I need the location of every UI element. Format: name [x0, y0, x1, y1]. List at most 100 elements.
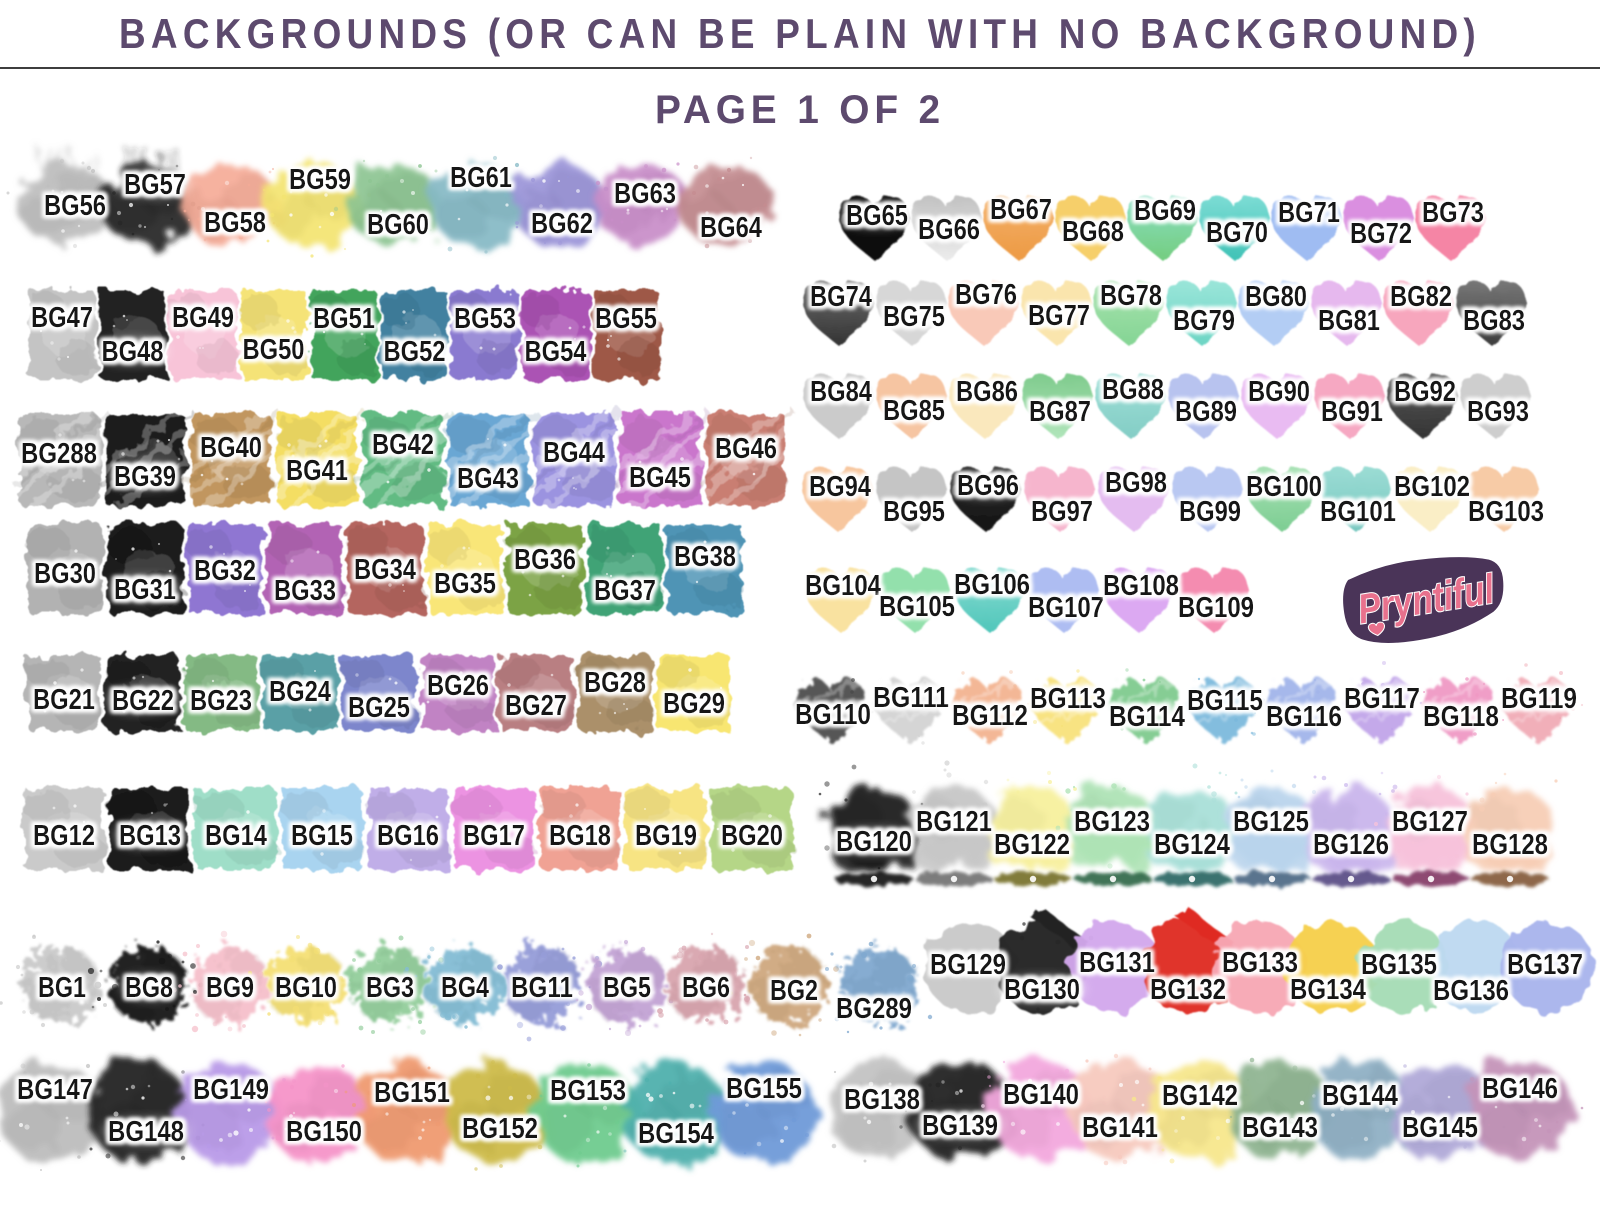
svg-text:BG106: BG106 — [954, 569, 1030, 601]
svg-text:BG8: BG8 — [125, 972, 173, 1004]
svg-text:BG51: BG51 — [313, 303, 375, 335]
svg-text:BG3: BG3 — [366, 972, 414, 1004]
svg-text:BG88: BG88 — [1102, 374, 1164, 406]
svg-text:BG69: BG69 — [1134, 195, 1196, 227]
svg-text:BG50: BG50 — [243, 334, 305, 366]
svg-text:BG21: BG21 — [33, 684, 95, 716]
svg-text:BG288: BG288 — [21, 438, 97, 470]
svg-text:BG35: BG35 — [434, 568, 496, 600]
svg-text:BG142: BG142 — [1162, 1080, 1238, 1112]
svg-text:BG113: BG113 — [1030, 683, 1106, 715]
svg-text:BG102: BG102 — [1394, 471, 1470, 503]
svg-text:BG150: BG150 — [286, 1116, 362, 1148]
svg-text:BG29: BG29 — [663, 688, 725, 720]
svg-text:BG57: BG57 — [124, 169, 186, 201]
svg-text:BG129: BG129 — [930, 949, 1006, 981]
svg-text:BG23: BG23 — [190, 685, 252, 717]
svg-text:PAGE 1 OF 2: PAGE 1 OF 2 — [655, 88, 945, 132]
svg-text:BG147: BG147 — [17, 1074, 93, 1106]
svg-text:BG115: BG115 — [1187, 685, 1263, 717]
svg-text:BG99: BG99 — [1179, 496, 1241, 528]
svg-text:BG125: BG125 — [1233, 806, 1309, 838]
svg-text:BG82: BG82 — [1390, 281, 1452, 313]
svg-text:BG134: BG134 — [1290, 974, 1366, 1006]
svg-text:BG121: BG121 — [916, 806, 992, 838]
svg-text:BG141: BG141 — [1082, 1112, 1158, 1144]
svg-text:BG41: BG41 — [286, 455, 348, 487]
svg-text:BG54: BG54 — [525, 336, 587, 368]
svg-text:BACKGROUNDS (OR CAN BE PLAIN W: BACKGROUNDS (OR CAN BE PLAIN WITH NO BAC… — [119, 10, 1481, 57]
svg-text:BG37: BG37 — [594, 575, 656, 607]
svg-text:BG133: BG133 — [1222, 947, 1298, 979]
svg-text:BG2: BG2 — [770, 975, 818, 1007]
svg-text:BG24: BG24 — [269, 676, 331, 708]
svg-text:BG71: BG71 — [1278, 197, 1340, 229]
svg-text:BG17: BG17 — [463, 820, 525, 852]
svg-text:BG26: BG26 — [427, 670, 489, 702]
svg-text:BG74: BG74 — [810, 281, 872, 313]
svg-text:BG110: BG110 — [795, 699, 871, 731]
svg-text:BG46: BG46 — [715, 433, 777, 465]
svg-text:BG80: BG80 — [1245, 281, 1307, 313]
svg-text:BG18: BG18 — [549, 820, 611, 852]
svg-text:BG73: BG73 — [1422, 197, 1484, 229]
svg-text:BG53: BG53 — [454, 303, 516, 335]
svg-text:BG42: BG42 — [372, 429, 434, 461]
svg-text:BG111: BG111 — [873, 682, 949, 714]
svg-text:BG95: BG95 — [883, 496, 945, 528]
svg-text:BG87: BG87 — [1029, 396, 1091, 428]
svg-text:BG86: BG86 — [956, 376, 1018, 408]
svg-text:BG94: BG94 — [809, 471, 871, 503]
svg-text:BG90: BG90 — [1248, 376, 1310, 408]
svg-text:BG81: BG81 — [1318, 305, 1380, 337]
svg-text:BG63: BG63 — [614, 178, 676, 210]
svg-text:BG44: BG44 — [543, 437, 605, 469]
svg-text:BG140: BG140 — [1003, 1079, 1079, 1111]
svg-text:BG43: BG43 — [457, 463, 519, 495]
svg-text:BG132: BG132 — [1150, 974, 1226, 1006]
svg-text:BG13: BG13 — [119, 820, 181, 852]
svg-text:BG9: BG9 — [206, 972, 254, 1004]
svg-text:BG139: BG139 — [922, 1110, 998, 1142]
svg-text:BG75: BG75 — [883, 301, 945, 333]
svg-text:BG118: BG118 — [1423, 701, 1499, 733]
svg-text:BG60: BG60 — [367, 209, 429, 241]
svg-text:BG30: BG30 — [34, 558, 96, 590]
svg-text:BG148: BG148 — [108, 1116, 184, 1148]
svg-text:BG67: BG67 — [990, 194, 1052, 226]
svg-text:BG85: BG85 — [883, 395, 945, 427]
svg-text:BG10: BG10 — [275, 972, 337, 1004]
svg-text:BG155: BG155 — [726, 1073, 802, 1105]
svg-text:BG154: BG154 — [638, 1118, 714, 1150]
svg-text:BG126: BG126 — [1313, 829, 1389, 861]
svg-text:BG66: BG66 — [918, 214, 980, 246]
svg-text:BG122: BG122 — [994, 829, 1070, 861]
svg-text:BG77: BG77 — [1028, 300, 1090, 332]
svg-text:BG16: BG16 — [377, 820, 439, 852]
svg-text:BG103: BG103 — [1468, 496, 1544, 528]
svg-text:BG96: BG96 — [957, 470, 1019, 502]
svg-text:BG116: BG116 — [1266, 701, 1342, 733]
svg-text:BG153: BG153 — [550, 1075, 626, 1107]
svg-text:BG62: BG62 — [531, 208, 593, 240]
svg-text:BG289: BG289 — [836, 993, 912, 1025]
svg-text:BG55: BG55 — [595, 303, 657, 335]
svg-text:BG39: BG39 — [114, 461, 176, 493]
svg-text:BG138: BG138 — [844, 1084, 920, 1116]
svg-text:BG124: BG124 — [1154, 829, 1230, 861]
svg-text:BG19: BG19 — [635, 820, 697, 852]
svg-text:BG1: BG1 — [38, 972, 86, 1004]
svg-text:BG31: BG31 — [114, 574, 176, 606]
svg-text:BG84: BG84 — [810, 376, 872, 408]
svg-text:BG104: BG104 — [805, 570, 881, 602]
svg-text:BG120: BG120 — [836, 826, 912, 858]
svg-text:BG33: BG33 — [274, 575, 336, 607]
svg-text:BG136: BG136 — [1433, 975, 1509, 1007]
svg-text:BG34: BG34 — [354, 554, 416, 586]
svg-text:BG70: BG70 — [1206, 217, 1268, 249]
svg-text:BG108: BG108 — [1103, 570, 1179, 602]
svg-text:BG123: BG123 — [1074, 806, 1150, 838]
svg-text:BG101: BG101 — [1320, 496, 1396, 528]
svg-text:BG79: BG79 — [1173, 305, 1235, 337]
svg-text:BG27: BG27 — [505, 690, 567, 722]
